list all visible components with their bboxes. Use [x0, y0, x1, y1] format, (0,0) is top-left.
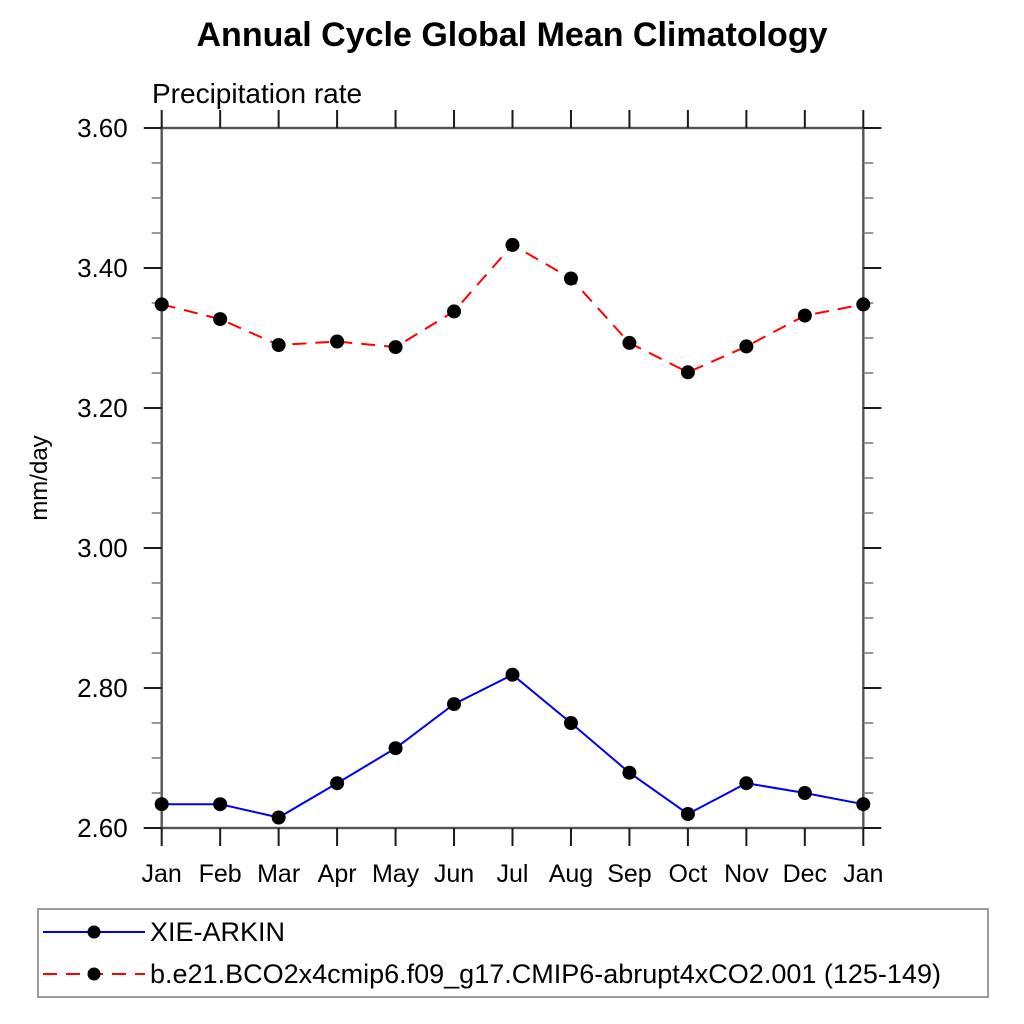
series-marker-1 [797, 308, 812, 323]
y-tick-label: 3.40 [77, 253, 128, 283]
x-tick-label: Apr [318, 860, 357, 888]
series-marker-1 [388, 340, 403, 355]
series-marker-1 [680, 365, 695, 380]
legend-line-sample-solid [43, 925, 145, 939]
chart-subtitle: Precipitation rate [152, 78, 363, 109]
series-line-1 [161, 243, 864, 374]
legend-marker-dot [87, 967, 101, 981]
series-marker-1 [505, 237, 520, 252]
x-tick-label: Sep [607, 860, 651, 888]
series-marker-0 [388, 741, 403, 756]
x-tick-label: Jan [843, 860, 883, 888]
series-marker-1 [856, 297, 871, 312]
series-marker-1 [563, 271, 578, 286]
series-marker-0 [739, 776, 754, 791]
series-marker-1 [213, 312, 228, 327]
x-tick-label: May [372, 860, 420, 888]
y-tick-label: 2.60 [77, 813, 128, 843]
legend-entry-model-run: b.e21.BCO2x4cmip6.f09_g17.CMIP6-abrupt4x… [39, 958, 987, 990]
y-tick-label: 2.80 [77, 673, 128, 703]
series-marker-0 [213, 797, 228, 812]
x-tick-label: Aug [549, 860, 593, 888]
series-marker-1 [271, 338, 286, 352]
y-tick-label: 3.00 [77, 533, 128, 563]
axis-frame [160, 126, 865, 830]
series-marker-1 [154, 297, 169, 312]
y-tick-label: 3.60 [77, 113, 128, 143]
series-marker-0 [856, 797, 871, 812]
x-tick-label: Jan [142, 860, 182, 888]
series-marker-1 [447, 304, 462, 319]
x-tick-label: Jul [497, 860, 529, 888]
legend-label: XIE-ARKIN [150, 916, 286, 947]
series-marker-0 [797, 786, 812, 800]
legend-line-sample-dashed [43, 967, 145, 981]
series-marker-1 [330, 334, 345, 349]
series-marker-1 [622, 335, 637, 350]
legend-entry-xie-arkin: XIE-ARKIN [39, 916, 987, 948]
series-marker-0 [447, 697, 462, 712]
legend-marker-dot [87, 925, 101, 939]
series-line-0 [161, 673, 864, 819]
series-marker-1 [739, 339, 754, 354]
series-marker-0 [330, 776, 345, 791]
series-marker-0 [505, 667, 520, 682]
x-tick-label: Dec [783, 860, 827, 888]
legend-box: XIE-ARKIN b.e21.BCO2x4cmip6.f09_g17.CMIP… [37, 908, 989, 998]
series-marker-0 [154, 797, 169, 812]
x-tick-label: Mar [257, 860, 300, 888]
legend-label: b.e21.BCO2x4cmip6.f09_g17.CMIP6-abrupt4x… [150, 958, 941, 989]
series-marker-0 [271, 810, 286, 825]
x-tick-label: Nov [724, 860, 769, 888]
x-tick-label: Oct [668, 860, 707, 888]
series-marker-0 [680, 807, 695, 821]
series-marker-0 [563, 716, 578, 730]
x-tick-label: Jun [434, 860, 474, 888]
series-marker-0 [622, 765, 637, 780]
y-tick-label: 3.20 [77, 393, 128, 423]
chart-title: Annual Cycle Global Mean Climatology [196, 16, 828, 54]
x-tick-label: Feb [199, 860, 242, 888]
